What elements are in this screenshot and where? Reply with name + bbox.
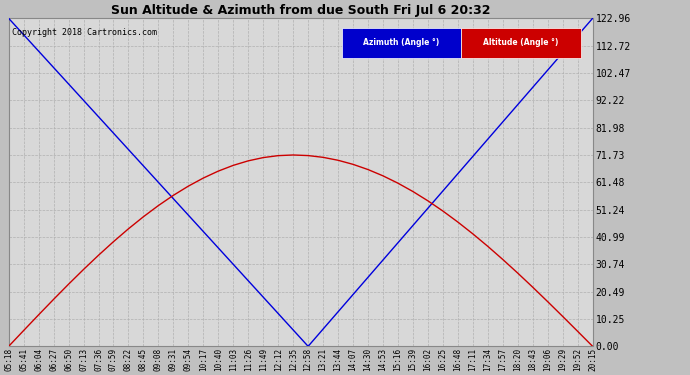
Text: Copyright 2018 Cartronics.com: Copyright 2018 Cartronics.com <box>12 28 157 37</box>
FancyBboxPatch shape <box>461 28 581 58</box>
Title: Sun Altitude & Azimuth from due South Fri Jul 6 20:32: Sun Altitude & Azimuth from due South Fr… <box>111 4 491 17</box>
FancyBboxPatch shape <box>342 28 461 58</box>
Text: Azimuth (Angle °): Azimuth (Angle °) <box>363 38 440 47</box>
Text: Altitude (Angle °): Altitude (Angle °) <box>484 38 559 47</box>
